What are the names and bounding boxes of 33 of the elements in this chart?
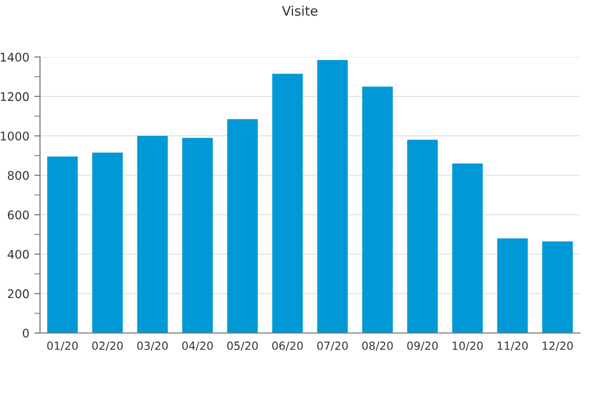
bar (92, 152, 123, 333)
bar (182, 138, 213, 333)
y-tick-label: 1000 (0, 132, 29, 141)
x-tick-label: 07/20 (317, 342, 348, 351)
y-tick-label: 600 (8, 210, 29, 220)
x-tick-label: 01/20 (47, 342, 78, 351)
y-tick-label: 0 (22, 328, 29, 338)
x-tick-label: 10/20 (452, 342, 483, 351)
x-tick-label: 04/20 (182, 342, 213, 351)
y-tick-label: 400 (8, 250, 29, 259)
x-tick-label: 08/20 (362, 342, 393, 351)
bar (362, 86, 393, 333)
x-tick-label: 06/20 (272, 342, 303, 351)
y-tick-label: 1400 (0, 52, 29, 62)
x-tick-label: 05/20 (227, 342, 258, 351)
bar (542, 241, 573, 333)
x-tick-label: 09/20 (407, 342, 438, 351)
bar (272, 74, 303, 333)
y-tick-label: 1200 (0, 92, 29, 102)
y-tick-label: 800 (8, 171, 29, 180)
bar (452, 163, 483, 333)
bar (137, 136, 168, 333)
x-tick-label: 11/20 (498, 342, 528, 351)
bar (497, 238, 528, 333)
x-tick-label: 03/20 (137, 342, 168, 351)
bar (317, 60, 348, 333)
bar (407, 140, 438, 333)
bar (47, 156, 78, 333)
x-tick-label: 02/20 (92, 342, 123, 351)
x-tick-label: 12/20 (542, 342, 573, 351)
chart-title: Visite (282, 6, 318, 16)
y-tick-label: 200 (8, 289, 29, 298)
bar (227, 119, 258, 333)
